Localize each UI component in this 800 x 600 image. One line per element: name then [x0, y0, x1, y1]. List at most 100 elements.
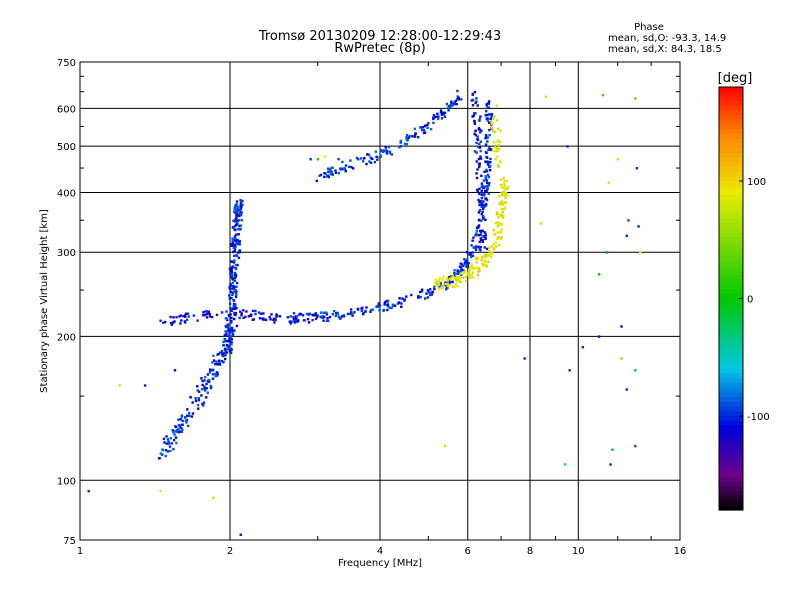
data-point [235, 214, 239, 218]
data-point [341, 315, 344, 318]
data-point [456, 98, 459, 101]
data-point [419, 296, 422, 299]
data-point [212, 354, 215, 357]
data-point [330, 166, 333, 169]
data-point [492, 228, 496, 232]
data-point [240, 211, 243, 214]
data-point [453, 102, 457, 106]
data-point [327, 175, 330, 179]
data-point [197, 397, 200, 400]
colorbar-strip [719, 369, 743, 375]
data-point [224, 349, 227, 352]
data-point [235, 290, 238, 293]
data-point [230, 290, 233, 294]
data-point [400, 305, 403, 308]
data-point [429, 128, 433, 131]
data-point [384, 149, 388, 152]
data-point [489, 117, 493, 120]
data-point [220, 359, 224, 363]
data-point [497, 236, 500, 239]
data-point [254, 309, 257, 313]
data-point [485, 151, 488, 154]
data-point [221, 352, 224, 355]
data-point [158, 457, 161, 460]
data-point [322, 311, 325, 314]
data-point [434, 281, 437, 284]
data-point [450, 276, 453, 279]
data-point [180, 426, 183, 430]
data-point [500, 203, 503, 206]
data-point [319, 173, 323, 177]
data-point [319, 311, 323, 314]
data-point [436, 112, 439, 115]
data-point [405, 138, 408, 141]
data-point [353, 311, 356, 314]
colorbar-strip [719, 119, 743, 126]
data-point [169, 449, 172, 453]
data-point [478, 269, 481, 272]
colorbar-strip [719, 387, 743, 394]
data-point [237, 233, 240, 236]
data-point [376, 158, 379, 161]
data-point [479, 149, 482, 153]
data-point [262, 318, 266, 321]
data-point [159, 489, 162, 493]
data-point [259, 312, 263, 315]
data-point [215, 313, 219, 317]
data-point [222, 344, 225, 347]
data-point [422, 131, 426, 135]
data-point [473, 122, 477, 125]
data-point [239, 224, 243, 227]
data-point [482, 186, 486, 190]
data-point [487, 148, 490, 152]
data-point [460, 98, 463, 101]
data-point [445, 102, 449, 106]
y-axis-label: Stationary phase Virtual Height [km] [39, 209, 50, 393]
data-point [399, 145, 403, 148]
data-point [235, 242, 238, 245]
data-point [227, 334, 231, 337]
data-point [398, 297, 401, 300]
data-point [523, 357, 526, 360]
data-point [493, 248, 496, 251]
data-point [331, 173, 334, 176]
data-point [299, 312, 302, 316]
colorbar-strip [719, 157, 743, 163]
colorbar-strip [719, 199, 743, 206]
data-point [498, 147, 501, 151]
data-point [233, 329, 236, 332]
data-point [501, 201, 504, 204]
data-point [391, 303, 394, 306]
data-point [506, 194, 509, 197]
data-point [336, 312, 339, 315]
data-point [323, 172, 326, 175]
data-point [202, 311, 205, 314]
data-point [469, 253, 472, 256]
data-point [295, 315, 299, 318]
data-point [482, 206, 485, 209]
data-point [490, 126, 494, 129]
data-point [359, 157, 363, 160]
data-point [363, 157, 366, 160]
data-point [196, 385, 199, 388]
data-point [496, 221, 499, 224]
data-point [240, 314, 243, 317]
data-point [333, 310, 336, 313]
data-point [482, 204, 486, 207]
data-point [470, 263, 474, 266]
data-point [480, 212, 483, 216]
data-point [456, 95, 459, 98]
data-point [387, 145, 391, 149]
colorbar-strip [719, 162, 743, 168]
colorbar-strip [719, 265, 743, 271]
data-point [230, 341, 234, 344]
data-point [400, 302, 403, 305]
data-point [208, 315, 212, 318]
data-point [449, 104, 452, 107]
data-point [448, 284, 451, 287]
data-point [301, 314, 305, 317]
data-point [201, 383, 204, 387]
data-point [487, 192, 490, 195]
data-point [450, 100, 453, 103]
data-point [365, 162, 368, 166]
